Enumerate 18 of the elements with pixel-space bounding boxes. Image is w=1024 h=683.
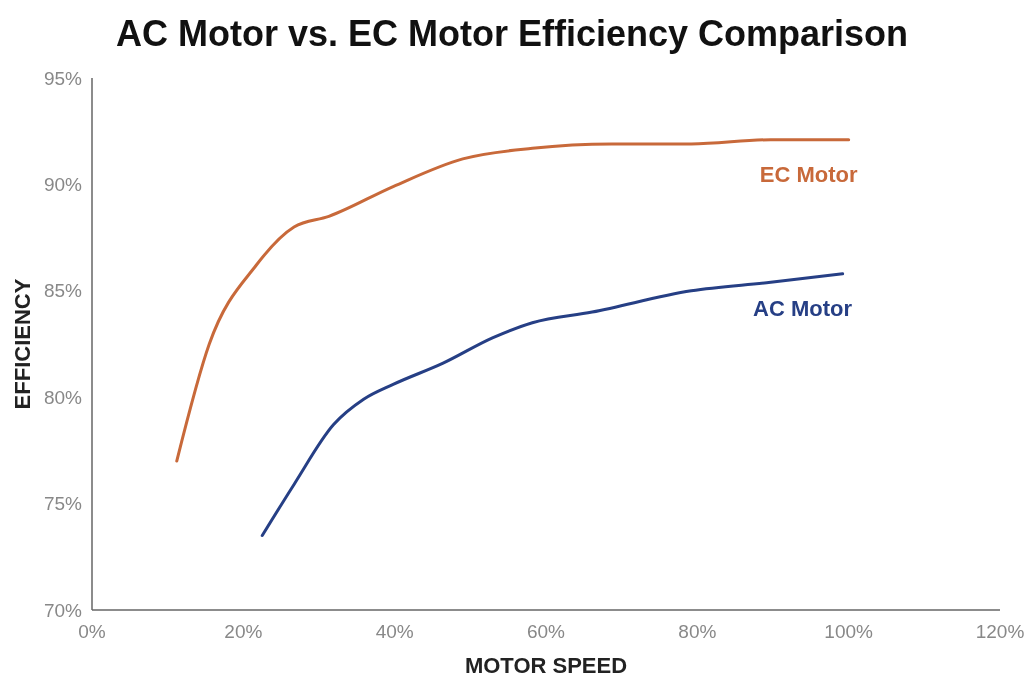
- series-label: AC Motor: [753, 295, 853, 321]
- y-axis-title: EFFICIENCY: [10, 278, 35, 410]
- y-tick-label: 85%: [43, 280, 83, 302]
- series-label: EC Motor: [759, 161, 858, 187]
- chart-title: AC Motor vs. EC Motor Efficiency Comparison: [115, 13, 909, 54]
- x-tick-label: 60%: [526, 621, 566, 642]
- x-axis-title: MOTOR SPEED: [464, 653, 628, 678]
- x-tick-label: 40%: [375, 621, 414, 642]
- y-tick-label: 75%: [43, 493, 83, 515]
- x-tick-label: 80%: [678, 621, 717, 642]
- x-tick-label: 120%: [975, 621, 1024, 642]
- y-tick-label: 95%: [43, 67, 83, 89]
- y-tick-label: 90%: [43, 174, 83, 196]
- x-tick-label: 20%: [224, 621, 263, 642]
- x-tick-label: 0%: [78, 621, 106, 642]
- y-tick-label: 80%: [43, 386, 83, 408]
- x-tick-label: 100%: [824, 621, 874, 642]
- y-tick-label: 70%: [43, 599, 83, 621]
